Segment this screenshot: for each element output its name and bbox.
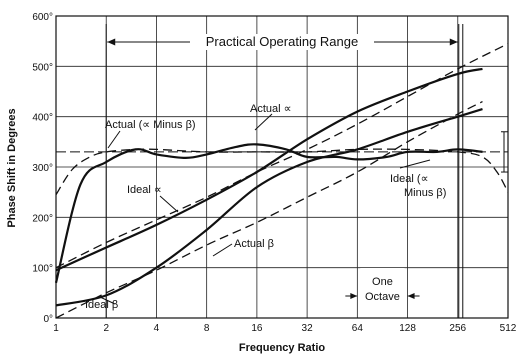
- series-label: Ideal (∝: [390, 173, 428, 185]
- y-axis-title: Phase Shift in Degrees: [6, 108, 18, 227]
- series-label: Actual β: [234, 238, 274, 250]
- series-line-actual-alpha-minus-beta: [54, 143, 483, 284]
- y-tick-label: 600°: [32, 12, 53, 23]
- series-line-ideal-beta: [55, 101, 483, 319]
- y-tick-label: 400°: [32, 113, 53, 124]
- series-label-leader: [99, 296, 116, 305]
- octave-arrowhead-right: [407, 293, 415, 299]
- series-label-leader: [107, 130, 121, 149]
- x-tick-label: 2: [103, 323, 109, 334]
- x-tick-label: 4: [154, 323, 160, 334]
- series-line-actual-beta: [55, 108, 483, 307]
- series-label: Ideal β: [85, 299, 118, 311]
- series-layer: [54, 43, 509, 319]
- x-tick-label: 1: [53, 323, 59, 334]
- grid-lines: [55, 15, 509, 319]
- series-label: Actual (∝ Minus β): [105, 119, 196, 131]
- series-label-leader: [399, 159, 431, 169]
- y-tick-label: 200°: [32, 213, 53, 224]
- series-label: Ideal ∝: [127, 184, 162, 196]
- x-axis-title: Frequency Ratio: [239, 342, 325, 354]
- series-label-leader: [254, 113, 273, 131]
- x-tick-label: 8: [204, 323, 210, 334]
- range-arrowhead-right: [449, 38, 458, 46]
- x-tick-label: 64: [352, 323, 364, 334]
- octave-label-bg: [360, 268, 405, 306]
- annotation-layer: Practical Operating Range One Octave Actual…: [85, 24, 464, 318]
- series-label: Minus β): [404, 187, 446, 199]
- y-tick-label: 500°: [32, 62, 53, 73]
- x-tick-label: 256: [449, 323, 466, 334]
- range-label-bg: [192, 34, 372, 50]
- range-label: Practical Operating Range: [206, 34, 358, 49]
- series-line-ideal-alpha-minus-beta: [55, 148, 509, 196]
- series-label-leader: [212, 243, 233, 257]
- y-tick-label: 300°: [32, 163, 53, 174]
- plot-frame: [55, 15, 509, 319]
- octave-label-line2: Octave: [365, 291, 400, 303]
- x-tick-label: 16: [251, 323, 263, 334]
- y-tick-label: 0°: [43, 314, 53, 325]
- octave-label-line1: One: [372, 276, 393, 288]
- range-arrowhead-left: [107, 38, 116, 46]
- series-label-leader: [159, 195, 179, 213]
- tick-labels: 1 2 4 8 16 32 64 128 256 512 0° 100° 200° 300° 400° 500…: [32, 12, 516, 334]
- series-label: Actual ∝: [250, 103, 292, 115]
- y-tick-label: 100°: [32, 264, 53, 275]
- x-tick-label: 128: [399, 323, 416, 334]
- octave-arrowhead-left: [350, 293, 358, 299]
- x-tick-label: 512: [500, 323, 517, 334]
- x-tick-label: 32: [302, 323, 314, 334]
